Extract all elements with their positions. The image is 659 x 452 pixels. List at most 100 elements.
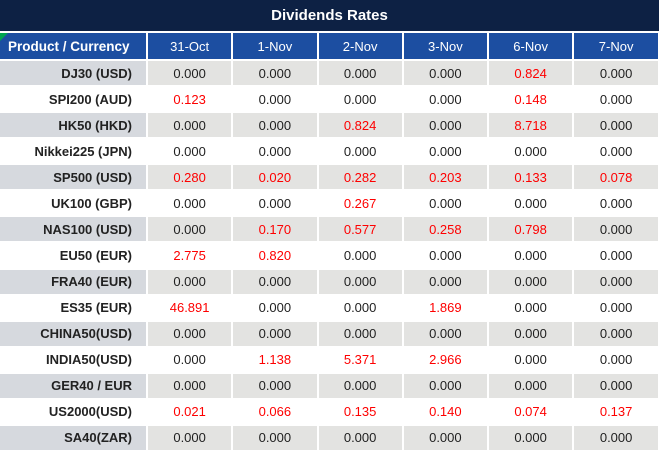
value-cell: 0.824	[488, 60, 575, 88]
table-row: Nikkei225 (JPN) 0.000 0.000 0.000 0.000 0.000…	[0, 138, 659, 166]
value-cell: 0.000	[573, 138, 659, 166]
table-row: EU50 (EUR) 2.775 0.820 0.000 0.000 0.000 0.000	[0, 242, 659, 270]
product-currency-header-label: Product / Currency	[8, 38, 130, 54]
value-cell: 0.282	[317, 164, 404, 192]
value-cell: 0.000	[232, 112, 319, 140]
value-cell: 0.000	[573, 372, 659, 400]
value-cell: 0.000	[573, 268, 659, 296]
page-title: Dividends Rates	[271, 7, 388, 24]
value-cell: 0.258	[402, 216, 490, 244]
value-cell: 0.170	[232, 216, 319, 244]
value-cell: 0.135	[317, 398, 404, 426]
value-cell: 0.000	[402, 242, 490, 270]
value-cell: 0.000	[573, 60, 659, 88]
product-cell: SPI200 (AUD)	[0, 86, 148, 114]
value-cell: 0.133	[488, 164, 575, 192]
value-cell: 0.000	[573, 216, 659, 244]
value-cell: 0.000	[488, 346, 575, 374]
value-cell: 0.000	[573, 86, 659, 114]
date-header-31-oct: 31-Oct	[147, 33, 234, 61]
value-cell: 2.966	[402, 346, 490, 374]
value-cell: 0.000	[488, 424, 575, 452]
value-cell: 0.820	[232, 242, 319, 270]
value-cell: 0.140	[402, 398, 490, 426]
product-cell: INDIA50(USD)	[0, 346, 148, 374]
value-cell: 0.000	[147, 112, 234, 140]
table-row: ES35 (EUR) 46.891 0.000 0.000 1.869 0.000 0.00…	[0, 294, 659, 322]
value-cell: 0.000	[232, 268, 319, 296]
value-cell: 0.000	[488, 294, 575, 322]
value-cell: 0.000	[232, 424, 319, 452]
value-cell: 0.000	[488, 138, 575, 166]
table-row: SP500 (USD) 0.280 0.020 0.282 0.203 0.133 0.07…	[0, 164, 659, 192]
value-cell: 0.203	[402, 164, 490, 192]
date-header-7-nov: 7-Nov	[573, 33, 659, 61]
product-cell: SA40(ZAR)	[0, 424, 148, 452]
product-cell: UK100 (GBP)	[0, 190, 148, 218]
table-row: INDIA50(USD) 0.000 1.138 5.371 2.966 0.000 0.0…	[0, 346, 659, 374]
value-cell: 0.798	[488, 216, 575, 244]
title-bar: Dividends Rates	[0, 0, 659, 33]
product-cell: EU50 (EUR)	[0, 242, 148, 270]
value-cell: 0.000	[232, 294, 319, 322]
value-cell: 0.123	[147, 86, 234, 114]
product-cell: HK50 (HKD)	[0, 112, 148, 140]
value-cell: 0.000	[573, 294, 659, 322]
value-cell: 0.000	[317, 138, 404, 166]
value-cell: 0.000	[147, 320, 234, 348]
value-cell: 0.000	[232, 190, 319, 218]
product-cell: US2000(USD)	[0, 398, 148, 426]
value-cell: 5.371	[317, 346, 404, 374]
value-cell: 0.000	[147, 216, 234, 244]
product-cell: SP500 (USD)	[0, 164, 148, 192]
value-cell: 0.000	[402, 86, 490, 114]
value-cell: 0.000	[147, 346, 234, 374]
value-cell: 0.000	[488, 242, 575, 270]
value-cell: 0.280	[147, 164, 234, 192]
date-header-6-nov: 6-Nov	[488, 33, 575, 61]
value-cell: 0.000	[402, 138, 490, 166]
value-cell: 0.000	[317, 268, 404, 296]
value-cell: 0.824	[317, 112, 404, 140]
value-cell: 0.000	[573, 112, 659, 140]
header-row: Product / Currency 31-Oct 1-Nov 2-Nov 3-Nov…	[0, 33, 659, 61]
value-cell: 0.020	[232, 164, 319, 192]
value-cell: 0.000	[573, 242, 659, 270]
table-row: SPI200 (AUD) 0.123 0.000 0.000 0.000 0.148 0.0…	[0, 86, 659, 114]
value-cell: 0.078	[573, 164, 659, 192]
value-cell: 0.000	[317, 372, 404, 400]
value-cell: 0.000	[573, 190, 659, 218]
value-cell: 0.000	[147, 60, 234, 88]
date-header-3-nov: 3-Nov	[402, 33, 490, 61]
value-cell: 0.000	[232, 372, 319, 400]
product-cell: Nikkei225 (JPN)	[0, 138, 148, 166]
product-currency-header: Product / Currency	[0, 33, 148, 61]
value-cell: 0.000	[147, 138, 234, 166]
value-cell: 0.148	[488, 86, 575, 114]
table-row: DJ30 (USD) 0.000 0.000 0.000 0.000 0.824 0.000	[0, 60, 659, 88]
value-cell: 0.000	[232, 320, 319, 348]
value-cell: 0.000	[147, 424, 234, 452]
value-cell: 0.000	[402, 268, 490, 296]
value-cell: 0.000	[488, 320, 575, 348]
value-cell: 8.718	[488, 112, 575, 140]
value-cell: 0.000	[147, 268, 234, 296]
value-cell: 0.000	[402, 112, 490, 140]
value-cell: 0.000	[317, 86, 404, 114]
value-cell: 0.000	[402, 60, 490, 88]
table-row: UK100 (GBP) 0.000 0.000 0.267 0.000 0.000 0.00…	[0, 190, 659, 218]
value-cell: 0.066	[232, 398, 319, 426]
value-cell: 0.137	[573, 398, 659, 426]
value-cell: 0.000	[573, 424, 659, 452]
value-cell: 0.000	[232, 138, 319, 166]
product-cell: CHINA50(USD)	[0, 320, 148, 348]
value-cell: 0.000	[232, 86, 319, 114]
date-header-1-nov: 1-Nov	[232, 33, 319, 61]
table-row: NAS100 (USD) 0.000 0.170 0.577 0.258 0.798 0.0…	[0, 216, 659, 244]
dividends-table: Product / Currency 31-Oct 1-Nov 2-Nov 3-Nov…	[0, 33, 659, 452]
table-row: US2000(USD) 0.021 0.066 0.135 0.140 0.074 0.13…	[0, 398, 659, 426]
value-cell: 0.000	[317, 320, 404, 348]
value-cell: 0.000	[147, 190, 234, 218]
value-cell: 0.000	[317, 424, 404, 452]
